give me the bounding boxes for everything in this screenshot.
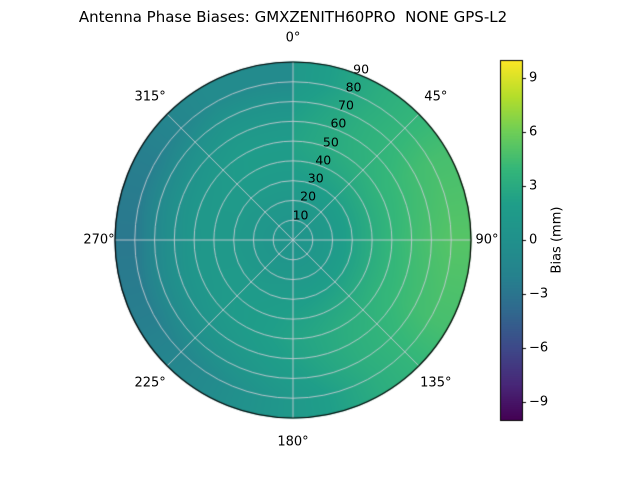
theta-tick-label-180: 180° (277, 434, 309, 450)
colorbar-tick-label-6: 6 (529, 124, 538, 140)
radius-tick-label-10: 10 (292, 207, 309, 223)
colorbar-tick-label-−6: −6 (529, 340, 549, 356)
radius-tick-label-20: 20 (300, 188, 317, 204)
theta-tick-label-135: 135° (420, 375, 452, 391)
radius-tick-label-50: 50 (322, 134, 339, 150)
theta-tick-label-90: 90° (475, 232, 499, 248)
colorbar-tick-label-0: 0 (529, 232, 538, 248)
theta-tick-label-225: 225° (134, 375, 166, 391)
colorbar-tick-label-−9: −9 (529, 394, 549, 410)
theta-tick-label-315: 315° (134, 89, 166, 105)
theta-tick-label-45: 45° (424, 89, 448, 105)
radius-tick-label-30: 30 (307, 170, 324, 186)
radius-tick-label-70: 70 (338, 97, 354, 113)
colorbar-tick-label-−3: −3 (529, 286, 549, 302)
theta-tick-label-0: 0° (285, 30, 301, 46)
colorbar-tick-label-9: 9 (529, 70, 538, 86)
theta-tick-label-270: 270° (83, 232, 115, 248)
radius-tick-label-90: 90 (353, 61, 370, 77)
colorbar-tick-label-3: 3 (529, 178, 538, 194)
radius-tick-label-40: 40 (315, 152, 332, 168)
chart-title: Antenna Phase Biases: GMXZENITH60PRO NON… (78, 8, 508, 26)
radius-tick-label-60: 60 (330, 115, 347, 131)
radius-tick-label-80: 80 (345, 79, 362, 95)
colorbar-axis-label: Bias (mm) (549, 206, 565, 274)
